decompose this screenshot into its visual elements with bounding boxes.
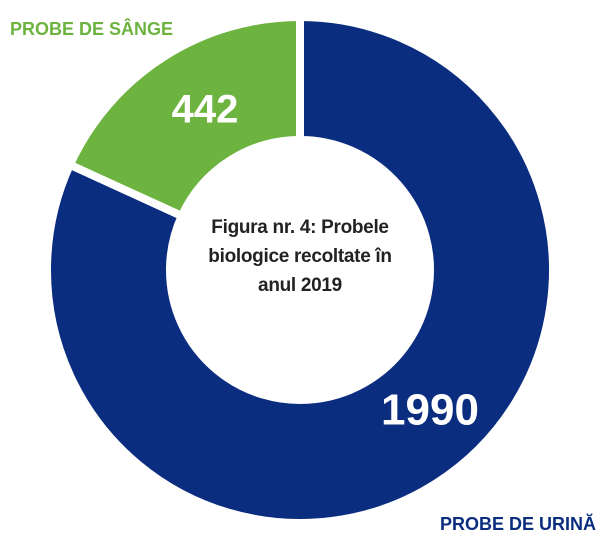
donut-slice [64,12,304,222]
data-label: 442 [172,88,239,132]
donut-slice [43,12,557,527]
category-label: PROBE DE URINĂ [440,513,596,534]
category-label: PROBE DE SÂNGE [10,18,173,39]
data-label: 1990 [381,386,479,435]
chart-title: Figura nr. 4: Probele biologice recoltat… [208,217,392,296]
